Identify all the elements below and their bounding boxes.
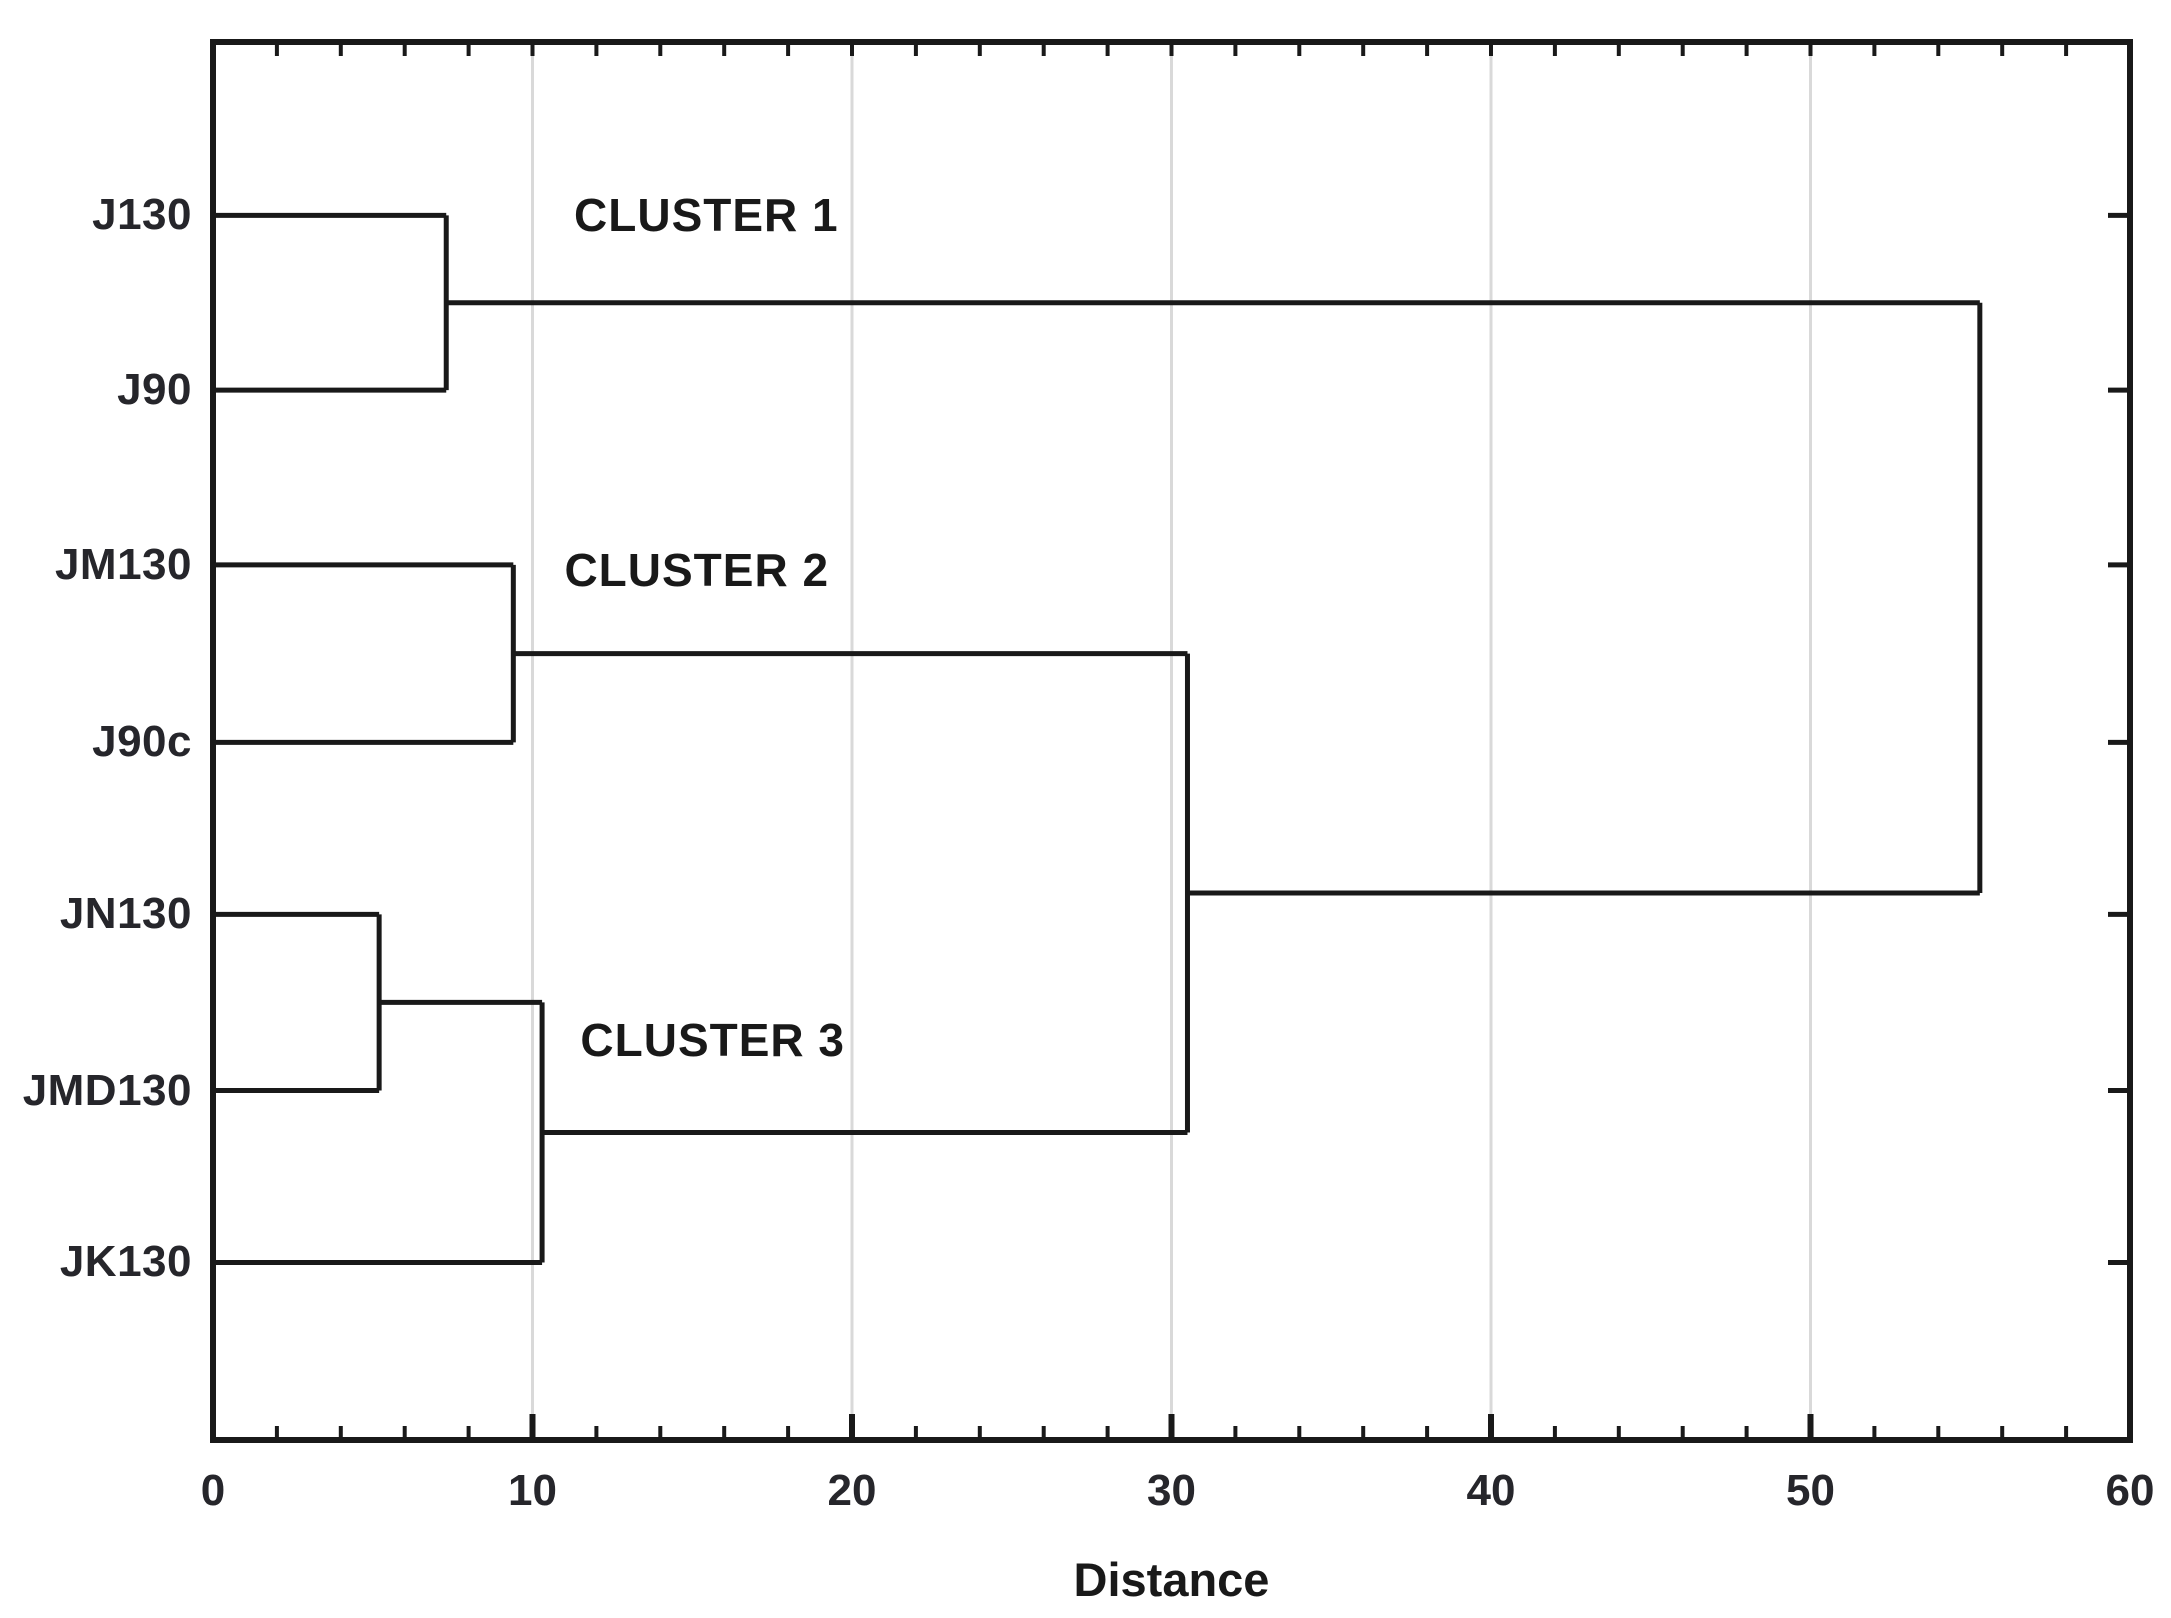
leaf-label: JM130 [54,539,192,589]
x-tick-label: 30 [1147,1466,1196,1515]
leaf-label: J90 [117,365,192,415]
leaf-label: J130 [92,190,192,240]
x-tick-label: 60 [2105,1466,2155,1515]
cluster-label: CLUSTER 3 [580,1014,846,1067]
x-tick-label: 0 [200,1466,226,1515]
cluster-label: CLUSTER 2 [564,544,830,597]
x-axis-label: Distance [1073,1553,1270,1606]
x-tick-label: 20 [827,1466,877,1515]
leaf-label: JMD130 [22,1065,192,1115]
x-tick-label: 10 [508,1466,557,1515]
x-tick-label: 40 [1466,1466,1516,1515]
leaf-label: J90c [92,717,192,767]
leaf-label: JK130 [59,1237,192,1287]
cluster-label: CLUSTER 1 [574,189,839,242]
leaf-label: JN130 [59,889,192,939]
x-tick-label: 50 [1786,1466,1835,1515]
